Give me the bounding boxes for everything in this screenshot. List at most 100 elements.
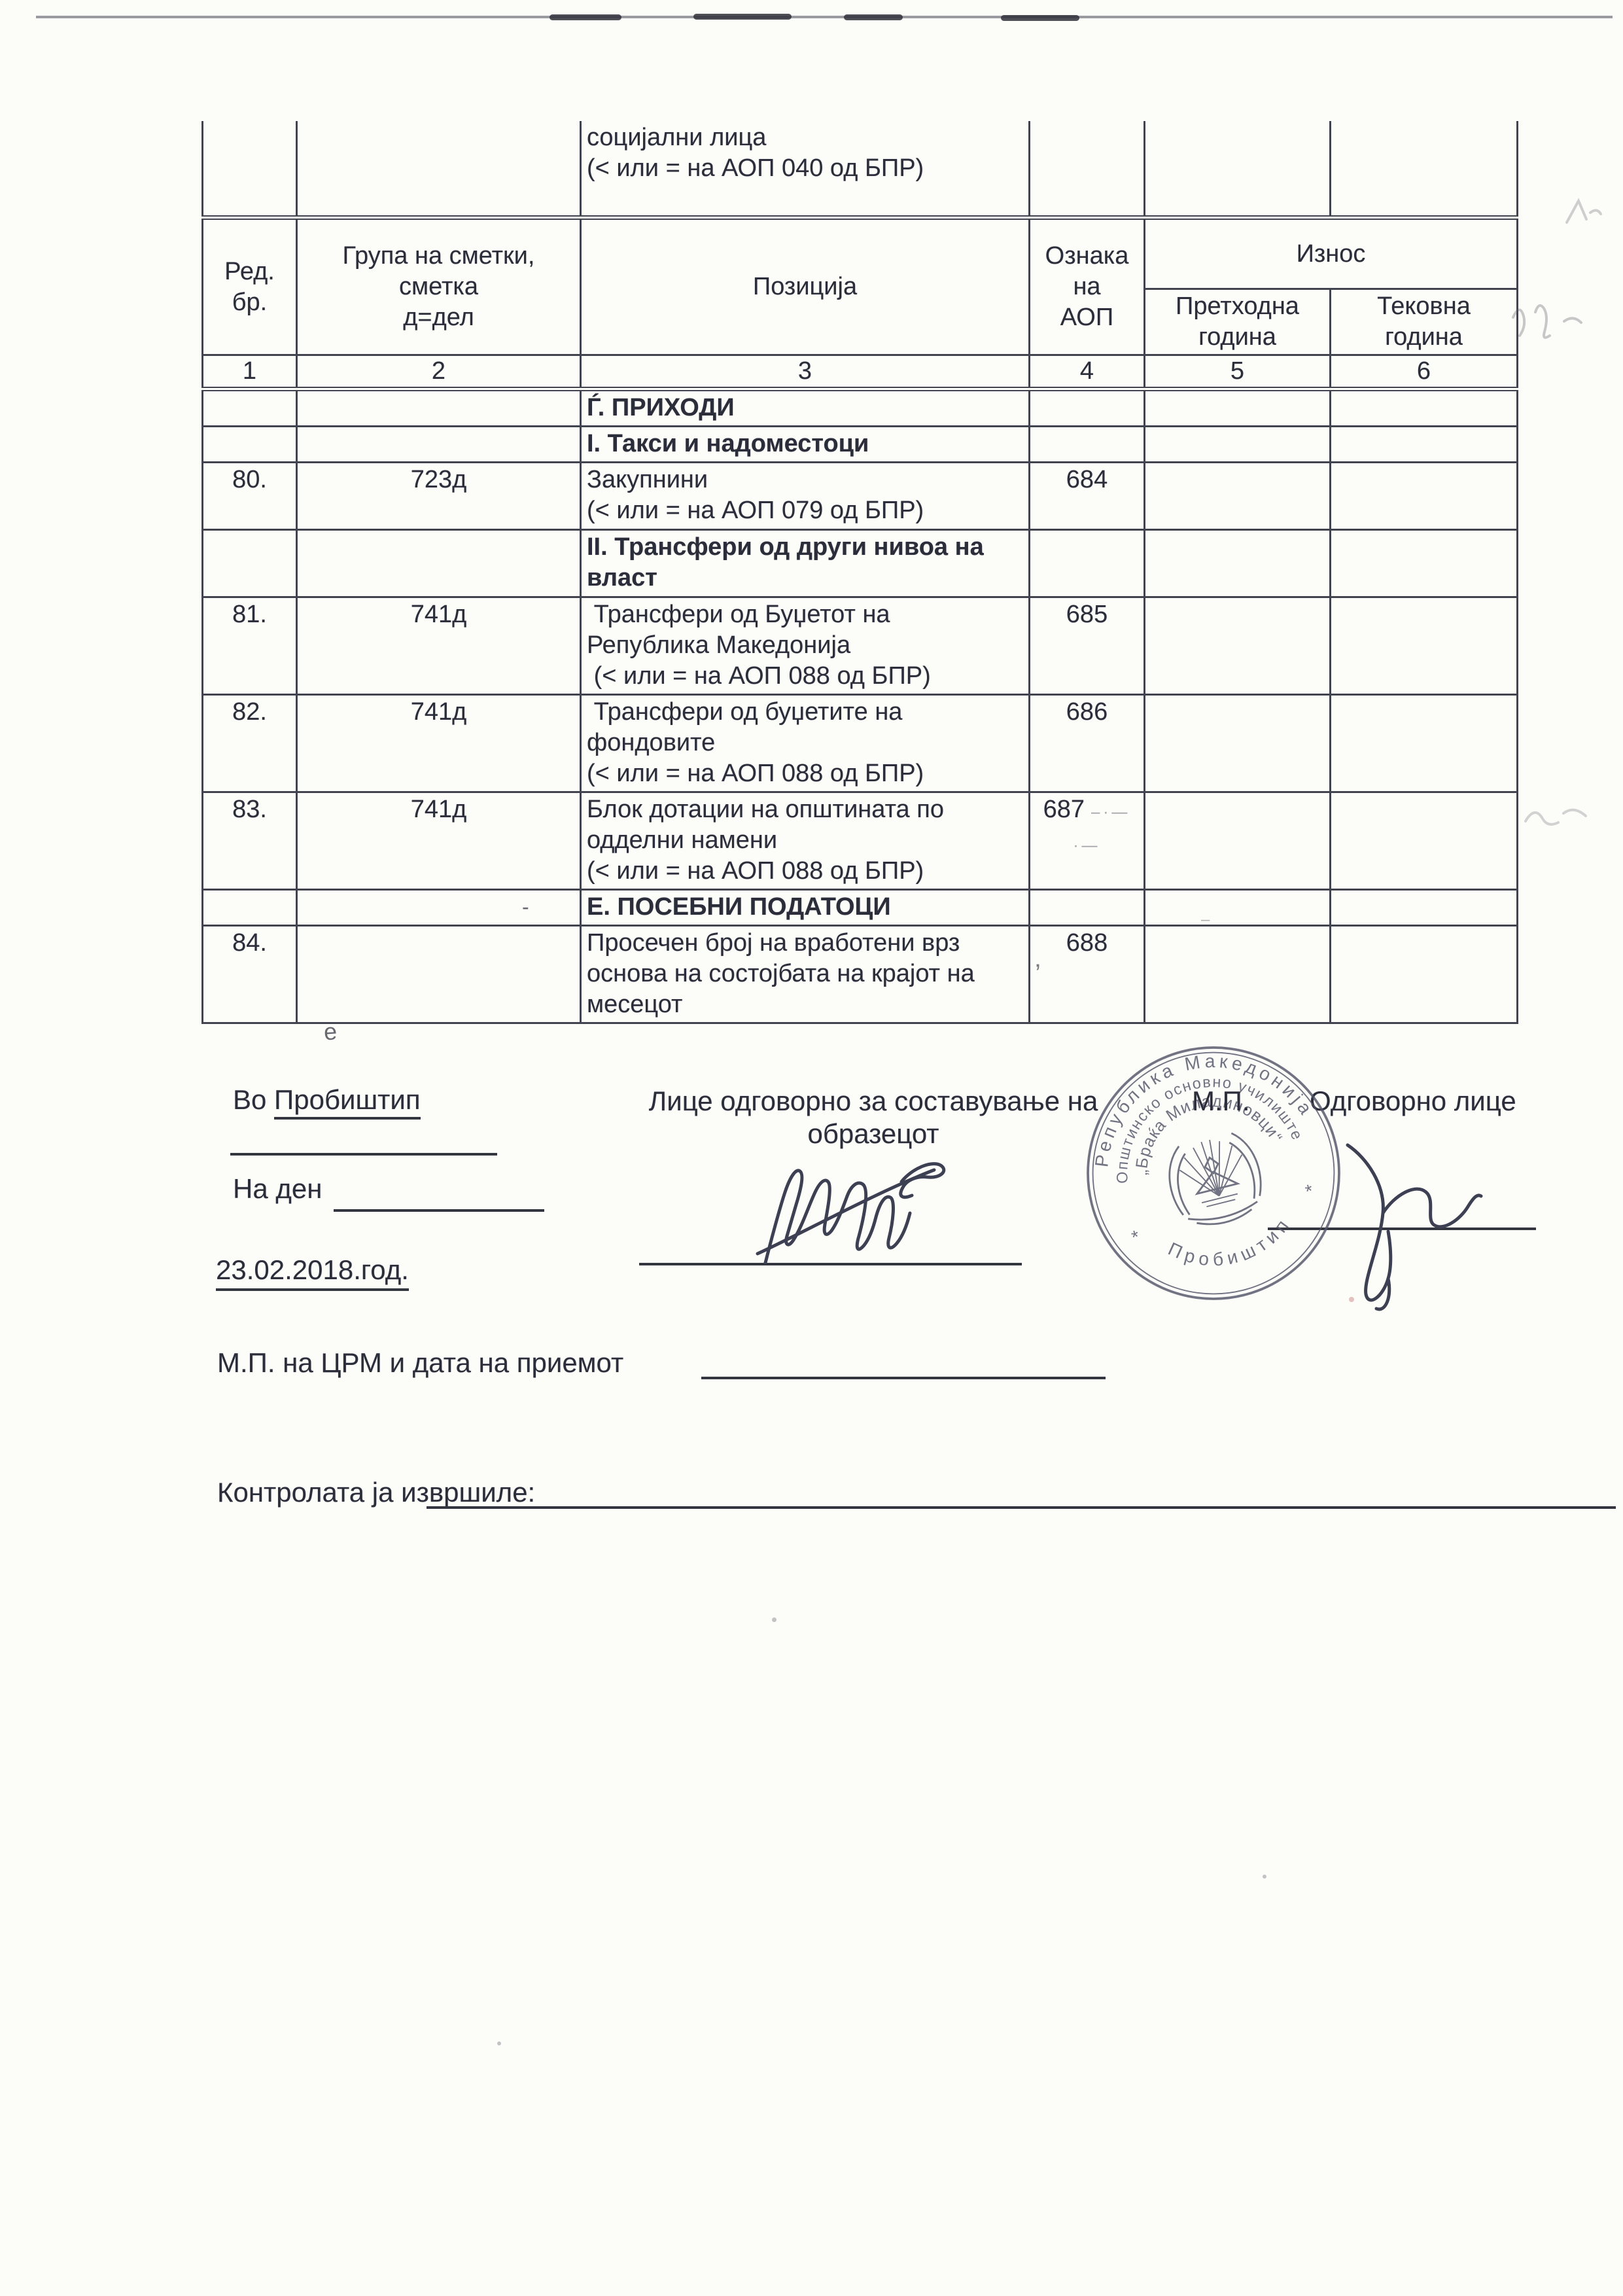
responsible-preparer-label: Лице одговорно за составување на образец… <box>644 1085 1102 1150</box>
stray-dash-artifact: - <box>522 895 529 919</box>
cell-aop: 684 <box>1028 461 1145 531</box>
scan-blob-artifact <box>693 14 792 20</box>
dust-speck <box>1349 1297 1354 1302</box>
cell-account-group: 741д <box>296 694 582 793</box>
header-account-group: Група на сметки, сметка д=дел <box>296 217 582 356</box>
column-number: 6 <box>1329 354 1518 391</box>
cell-curr-year <box>1329 889 1518 927</box>
cell-row-number <box>201 121 298 220</box>
position-line: одделни намени <box>587 826 778 854</box>
header-curr-year: Тековна година <box>1329 288 1518 356</box>
column-number: 1 <box>201 354 298 391</box>
position-line: (< или = на АОП 088 од БПР) <box>587 857 924 885</box>
cell-row-number <box>201 529 298 598</box>
pencil-mark-artifact <box>1524 808 1587 826</box>
place-fill-line <box>230 1153 497 1156</box>
stray-apostrophe-artifact: ’ <box>1035 959 1041 988</box>
cell-curr-year <box>1329 121 1518 220</box>
preparer-signature-line <box>639 1263 1022 1265</box>
cell-prev-year <box>1143 791 1331 891</box>
column-number: 2 <box>296 354 582 391</box>
cell-prev-year <box>1143 388 1331 427</box>
table-row: 80. 723д Закупнини (< или = на АОП 079 од Б… <box>201 461 1518 531</box>
stamp-outer-ring <box>1087 1046 1340 1300</box>
cell-row-number: 81. <box>201 596 298 696</box>
financial-positions-table: социјални лица (< или = на АОП 040 од БП… <box>201 121 1518 1024</box>
position-line: Блок дотации на општината по <box>587 796 944 823</box>
position-line: (< или = на АОП 088 од БПР) <box>587 760 924 787</box>
scan-dash-artifact: –·— ·— <box>1073 804 1131 855</box>
table-row: 82. 741д Трансфери од буџетите на фондовит… <box>201 694 1518 793</box>
cell-position: Трансфери од Буџетот на Република Македон… <box>580 596 1030 696</box>
cell-row-number: 84. <box>201 925 298 1024</box>
cell-position: Е. ПОСЕБНИ ПОДАТОЦИ <box>580 889 1030 927</box>
crm-receipt-label: М.П. на ЦРМ и дата на приемот <box>217 1347 624 1378</box>
position-line: месецот <box>587 991 683 1018</box>
institution-stamp: Република Македонија Општинско основно у… <box>1078 1038 1340 1300</box>
carryover-row: социјални лица (< или = на АОП 040 од БП… <box>201 121 1518 220</box>
cell-curr-year <box>1329 596 1518 696</box>
cell-aop <box>1028 889 1145 927</box>
position-line: Е. ПОСЕБНИ ПОДАТОЦИ <box>587 893 891 921</box>
column-number: 3 <box>580 354 1030 391</box>
scan-blob-artifact <box>844 14 903 20</box>
position-line: власт <box>587 564 657 592</box>
position-line: II. Трансфери од други нивоа на <box>587 533 984 561</box>
position-line: Просечен број на вработени врз <box>587 929 960 957</box>
cell-account-group <box>296 425 582 463</box>
preparer-signature <box>756 1162 946 1265</box>
table-row: II. Трансфери од други нивоа на власт <box>201 529 1518 598</box>
table-row: Ѓ. ПРИХОДИ <box>201 388 1518 427</box>
cell-account-group <box>296 388 582 427</box>
cell-aop: 685 <box>1028 596 1145 696</box>
place-line: Во Пробиштип <box>233 1084 421 1120</box>
cell-prev-year <box>1143 461 1331 531</box>
position-line: I. Такси и надоместоци <box>587 430 869 457</box>
position-line: социјални лица <box>587 124 767 151</box>
dust-speck <box>772 1617 777 1622</box>
position-line: (< или = на АОП 079 од БПР) <box>587 497 924 524</box>
position-line: Ѓ. ПРИХОДИ <box>587 394 735 421</box>
header-aop: Ознака на АОП <box>1028 217 1145 356</box>
cell-position: II. Трансфери од други нивоа на власт <box>580 529 1030 598</box>
stray-letter-artifact: е <box>323 1017 338 1046</box>
scan-blob-artifact <box>1001 15 1079 21</box>
stamp-star-right: * <box>1303 1180 1315 1202</box>
cell-curr-year <box>1329 529 1518 598</box>
cell-prev-year <box>1143 529 1331 598</box>
cell-prev-year <box>1143 925 1331 1024</box>
on-day-fill-line <box>334 1209 544 1212</box>
pencil-mark-artifact <box>1512 304 1582 339</box>
pencil-mark-artifact <box>1565 198 1602 224</box>
control-label: Контролата ја извршиле: <box>217 1477 536 1508</box>
cell-prev-year <box>1143 596 1331 696</box>
cell-position: Ѓ. ПРИХОДИ <box>580 388 1030 427</box>
place-value: Пробиштип <box>274 1084 421 1120</box>
column-number: 5 <box>1143 354 1331 391</box>
responsible-preparer-line2: образецот <box>807 1118 939 1149</box>
cell-aop <box>1028 529 1145 598</box>
cell-account-group <box>296 121 582 220</box>
cell-curr-year <box>1329 791 1518 891</box>
responsible-signature <box>1346 1143 1483 1311</box>
scan-edge-artifact <box>36 16 1613 18</box>
cell-account-group: 741д <box>296 791 582 891</box>
position-line: Закупнини <box>587 466 708 493</box>
mp-label: М.П. <box>1192 1086 1250 1116</box>
responsible-preparer-line1: Лице одговорно за составување на <box>648 1086 1098 1116</box>
on-day-label: На ден <box>233 1173 323 1204</box>
cell-curr-year <box>1329 425 1518 463</box>
column-number: 4 <box>1028 354 1145 391</box>
cell-position: Просечен број на вработени врз основа на … <box>580 925 1030 1024</box>
header-row-number: Ред. бр. <box>201 217 298 356</box>
cell-position: социјални лица (< или = на АОП 040 од БП… <box>580 121 1030 220</box>
cell-prev-year <box>1143 121 1331 220</box>
position-line: (< или = на АОП 040 од БПР) <box>587 154 924 182</box>
responsible-signature-line <box>1268 1227 1536 1230</box>
date-value: 23.02.2018.год. <box>216 1254 409 1291</box>
table-row: 84. Просечен број на вработени врз основа … <box>201 925 1518 1024</box>
cell-aop: 688 <box>1028 925 1145 1024</box>
table-body: Ѓ. ПРИХОДИ I. Такси и надоместоци 80. 723д З… <box>201 388 1518 1024</box>
header-position: Позиција <box>580 217 1030 356</box>
cell-position: Блок дотации на општината по одделни наме… <box>580 791 1030 891</box>
